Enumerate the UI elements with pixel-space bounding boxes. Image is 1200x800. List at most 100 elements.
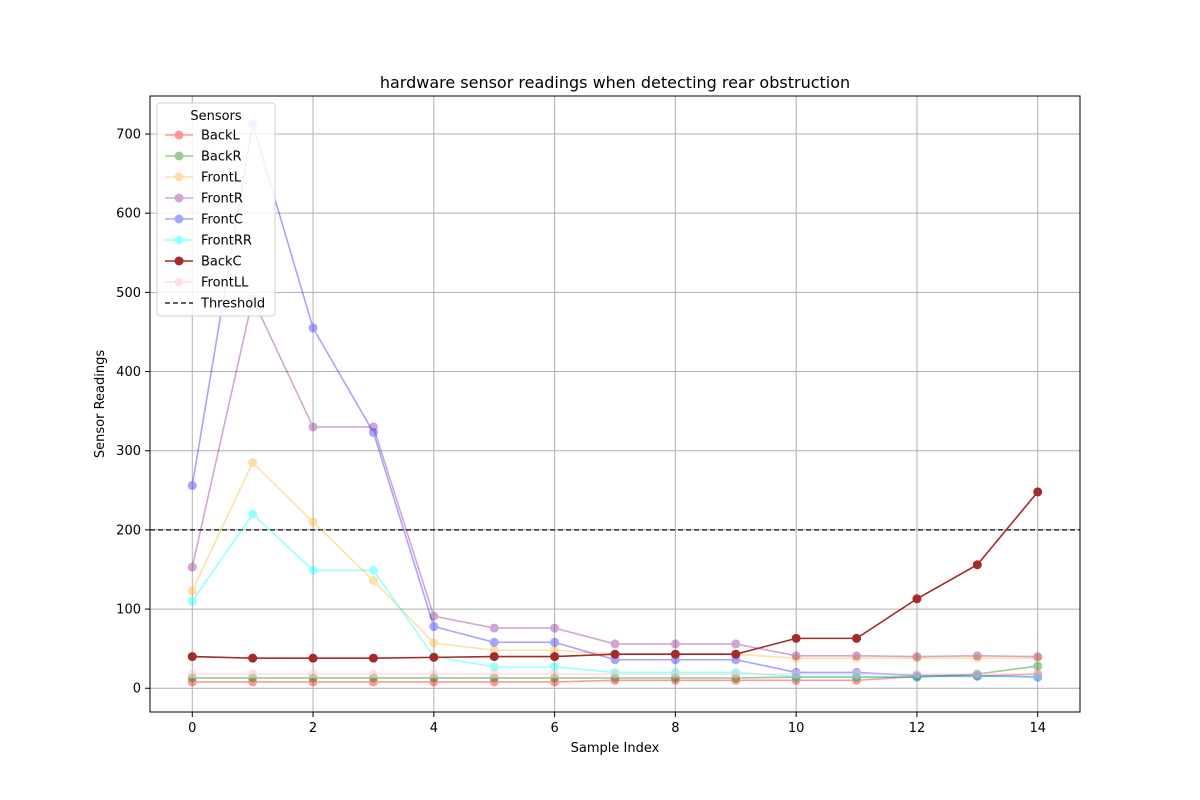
data-point: [550, 637, 560, 647]
data-point: [670, 639, 680, 649]
legend: Sensors BackL BackR FrontL FrontR FrontC Front…: [156, 102, 276, 317]
x-tick-label: 14: [1029, 721, 1046, 736]
data-point: [429, 611, 439, 621]
data-point: [308, 517, 318, 527]
x-tick-label: 8: [671, 721, 679, 736]
data-point: [187, 586, 197, 596]
data-point: [550, 652, 560, 662]
series-backc: [187, 487, 1043, 663]
legend-marker: [174, 151, 184, 161]
y-tick-label: 700: [116, 128, 141, 143]
x-tick-label: 0: [188, 721, 196, 736]
data-point: [670, 669, 680, 679]
data-point: [489, 677, 499, 687]
data-point: [852, 669, 862, 679]
data-point: [368, 669, 378, 679]
legend-label: FrontL: [201, 171, 242, 186]
data-point: [731, 675, 741, 685]
x-tick-label: 6: [550, 721, 558, 736]
data-point: [489, 637, 499, 647]
data-point: [308, 669, 318, 679]
data-point: [670, 649, 680, 659]
data-point: [731, 639, 741, 649]
legend-entry-frontl: [165, 172, 193, 182]
x-tick-label: 2: [309, 721, 317, 736]
series-frontr: [187, 294, 1043, 662]
legend-label: BackL: [201, 129, 241, 144]
data-point: [489, 652, 499, 662]
data-point: [489, 662, 499, 672]
data-point: [610, 669, 620, 679]
data-point: [670, 675, 680, 685]
x-axis-label: Sample Index: [571, 741, 660, 756]
data-point: [489, 645, 499, 655]
data-point: [429, 621, 439, 631]
data-point: [248, 509, 258, 519]
legend-label: FrontC: [201, 213, 243, 228]
data-point: [791, 675, 801, 685]
legend-label: FrontR: [201, 192, 243, 207]
series-frontll: [187, 669, 1043, 679]
data-point: [791, 651, 801, 661]
data-point: [368, 428, 378, 438]
data-point: [550, 623, 560, 633]
y-tick-label: 600: [116, 207, 141, 222]
legend-label: FrontLL: [201, 276, 249, 291]
data-point: [187, 652, 197, 662]
y-tick-label: 0: [133, 682, 141, 697]
data-point: [368, 565, 378, 575]
data-point: [791, 669, 801, 679]
data-point: [852, 651, 862, 661]
x-tick-label: 12: [909, 721, 926, 736]
data-point: [852, 653, 862, 663]
legend-marker: [174, 172, 184, 182]
data-point: [187, 677, 197, 687]
legend-marker: [174, 193, 184, 203]
y-tick-label: 200: [116, 523, 141, 538]
legend-label: Threshold: [200, 297, 265, 312]
data-point: [187, 481, 197, 491]
data-point: [1033, 487, 1043, 497]
legend-label: BackC: [201, 255, 242, 270]
legend-marker: [174, 235, 184, 245]
legend-entry-backr: [165, 151, 193, 161]
y-tick-label: 100: [116, 603, 141, 618]
data-point: [912, 669, 922, 679]
legend-label: BackR: [201, 150, 242, 165]
legend-entry-frontll: [165, 277, 193, 287]
data-point: [308, 653, 318, 663]
data-point: [308, 565, 318, 575]
data-point: [1033, 669, 1043, 679]
data-point: [429, 669, 439, 679]
legend-marker: [174, 256, 184, 266]
series-layer: [187, 119, 1043, 687]
data-point: [610, 649, 620, 659]
x-tick-label: 10: [788, 721, 805, 736]
y-tick-label: 400: [116, 365, 141, 380]
data-point: [972, 560, 982, 570]
data-point: [550, 677, 560, 687]
data-point: [912, 594, 922, 604]
legend-title: Sensors: [190, 109, 242, 124]
data-point: [308, 677, 318, 687]
legend-entry-frontc: [165, 214, 193, 224]
data-point: [731, 649, 741, 659]
data-point: [429, 652, 439, 662]
legend-marker: [174, 214, 184, 224]
data-point: [791, 653, 801, 663]
data-point: [248, 669, 258, 679]
legend-marker: [174, 130, 184, 140]
legend-marker: [174, 277, 184, 287]
data-point: [429, 677, 439, 687]
data-point: [852, 675, 862, 685]
data-point: [187, 596, 197, 606]
data-point: [1033, 652, 1043, 662]
data-point: [187, 669, 197, 679]
data-point: [1033, 653, 1043, 663]
data-point: [368, 422, 378, 432]
legend-entry-frontr: [165, 193, 193, 203]
legend-entry-backl: [165, 130, 193, 140]
x-tick-label: 4: [430, 721, 438, 736]
y-axis-label: Sensor Readings: [93, 350, 108, 458]
